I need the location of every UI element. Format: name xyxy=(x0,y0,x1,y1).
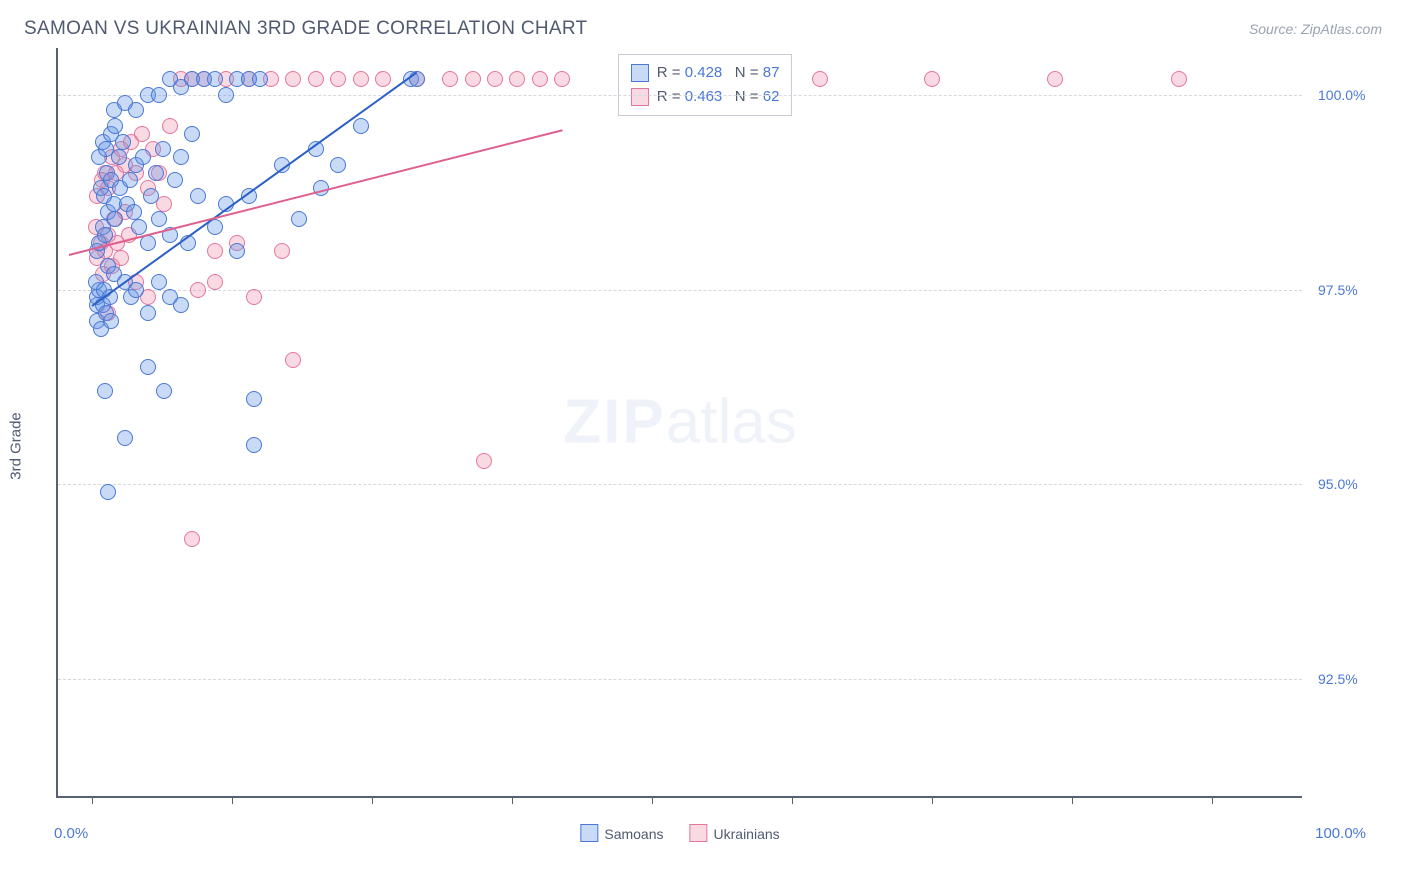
data-point-samoans xyxy=(151,211,167,227)
data-point-samoans xyxy=(97,383,113,399)
data-point-samoans xyxy=(111,149,127,165)
x-tick xyxy=(372,796,373,804)
y-tick-label: 95.0% xyxy=(1318,476,1358,492)
data-point-ukrainians xyxy=(375,71,391,87)
x-axis-max-label: 100.0% xyxy=(1315,825,1366,842)
data-point-samoans xyxy=(246,437,262,453)
data-point-ukrainians xyxy=(487,71,503,87)
data-point-samoans xyxy=(143,188,159,204)
data-point-samoans xyxy=(100,484,116,500)
data-point-ukrainians xyxy=(554,71,570,87)
data-point-samoans xyxy=(122,172,138,188)
data-point-ukrainians xyxy=(353,71,369,87)
data-point-ukrainians xyxy=(207,243,223,259)
data-point-samoans xyxy=(107,118,123,134)
x-tick xyxy=(792,796,793,804)
x-tick xyxy=(652,796,653,804)
data-point-ukrainians xyxy=(207,274,223,290)
data-point-samoans xyxy=(97,227,113,243)
x-axis-min-label: 0.0% xyxy=(54,825,88,842)
regression-row-samoans: R = 0.428 N = 87 xyxy=(631,61,780,85)
plot-area: ZIPatlas R = 0.428 N = 87R = 0.463 N = 6… xyxy=(56,48,1302,798)
data-point-ukrainians xyxy=(274,243,290,259)
data-point-samoans xyxy=(103,313,119,329)
data-point-samoans xyxy=(330,157,346,173)
data-point-samoans xyxy=(252,71,268,87)
data-point-samoans xyxy=(291,211,307,227)
x-tick xyxy=(1072,796,1073,804)
data-point-ukrainians xyxy=(330,71,346,87)
data-point-samoans xyxy=(115,134,131,150)
data-point-samoans xyxy=(151,87,167,103)
gridline xyxy=(58,290,1302,291)
data-point-ukrainians xyxy=(442,71,458,87)
data-point-ukrainians xyxy=(924,71,940,87)
data-point-ukrainians xyxy=(1047,71,1063,87)
data-point-samoans xyxy=(353,118,369,134)
gridline xyxy=(58,679,1302,680)
data-point-ukrainians xyxy=(285,352,301,368)
data-point-samoans xyxy=(173,149,189,165)
x-tick xyxy=(232,796,233,804)
data-point-ukrainians xyxy=(532,71,548,87)
data-point-ukrainians xyxy=(156,196,172,212)
regression-legend: R = 0.428 N = 87R = 0.463 N = 62 xyxy=(618,54,793,116)
data-point-samoans xyxy=(140,305,156,321)
x-tick xyxy=(1212,796,1213,804)
source-label: Source: ZipAtlas.com xyxy=(1249,21,1382,37)
data-point-ukrainians xyxy=(134,126,150,142)
data-point-samoans xyxy=(96,188,112,204)
data-point-ukrainians xyxy=(190,282,206,298)
data-point-ukrainians xyxy=(812,71,828,87)
data-point-ukrainians xyxy=(246,289,262,305)
data-point-samoans xyxy=(229,243,245,259)
data-point-samoans xyxy=(140,359,156,375)
data-point-ukrainians xyxy=(162,118,178,134)
data-point-samoans xyxy=(135,149,151,165)
data-point-samoans xyxy=(126,204,142,220)
data-point-samoans xyxy=(155,141,171,157)
y-tick-label: 97.5% xyxy=(1318,282,1358,298)
data-point-samoans xyxy=(218,87,234,103)
series-legend: Samoans Ukrainians xyxy=(580,824,779,842)
data-point-samoans xyxy=(207,71,223,87)
data-point-ukrainians xyxy=(1171,71,1187,87)
gridline xyxy=(58,484,1302,485)
data-point-samoans xyxy=(190,188,206,204)
data-point-ukrainians xyxy=(184,531,200,547)
data-point-samoans xyxy=(131,219,147,235)
y-tick-label: 92.5% xyxy=(1318,671,1358,687)
data-point-samoans xyxy=(173,297,189,313)
x-tick xyxy=(92,796,93,804)
data-point-samoans xyxy=(246,391,262,407)
data-point-samoans xyxy=(167,172,183,188)
legend-item-samoans: Samoans xyxy=(580,824,663,842)
data-point-ukrainians xyxy=(285,71,301,87)
data-point-samoans xyxy=(117,430,133,446)
y-axis-title: 3rd Grade xyxy=(8,412,25,480)
watermark: ZIPatlas xyxy=(563,387,796,458)
x-tick xyxy=(512,796,513,804)
data-point-samoans xyxy=(148,165,164,181)
data-point-samoans xyxy=(107,211,123,227)
data-point-ukrainians xyxy=(308,71,324,87)
data-point-samoans xyxy=(184,126,200,142)
data-point-ukrainians xyxy=(509,71,525,87)
gridline xyxy=(58,95,1302,96)
data-point-samoans xyxy=(128,102,144,118)
y-tick-label: 100.0% xyxy=(1318,87,1365,103)
data-point-samoans xyxy=(151,274,167,290)
data-point-ukrainians xyxy=(476,453,492,469)
data-point-samoans xyxy=(128,282,144,298)
legend-item-ukrainians: Ukrainians xyxy=(690,824,780,842)
x-tick xyxy=(932,796,933,804)
data-point-ukrainians xyxy=(465,71,481,87)
data-point-samoans xyxy=(156,383,172,399)
chart-title: SAMOAN VS UKRAINIAN 3RD GRADE CORRELATIO… xyxy=(24,18,587,40)
regression-row-ukrainians: R = 0.463 N = 62 xyxy=(631,85,780,109)
